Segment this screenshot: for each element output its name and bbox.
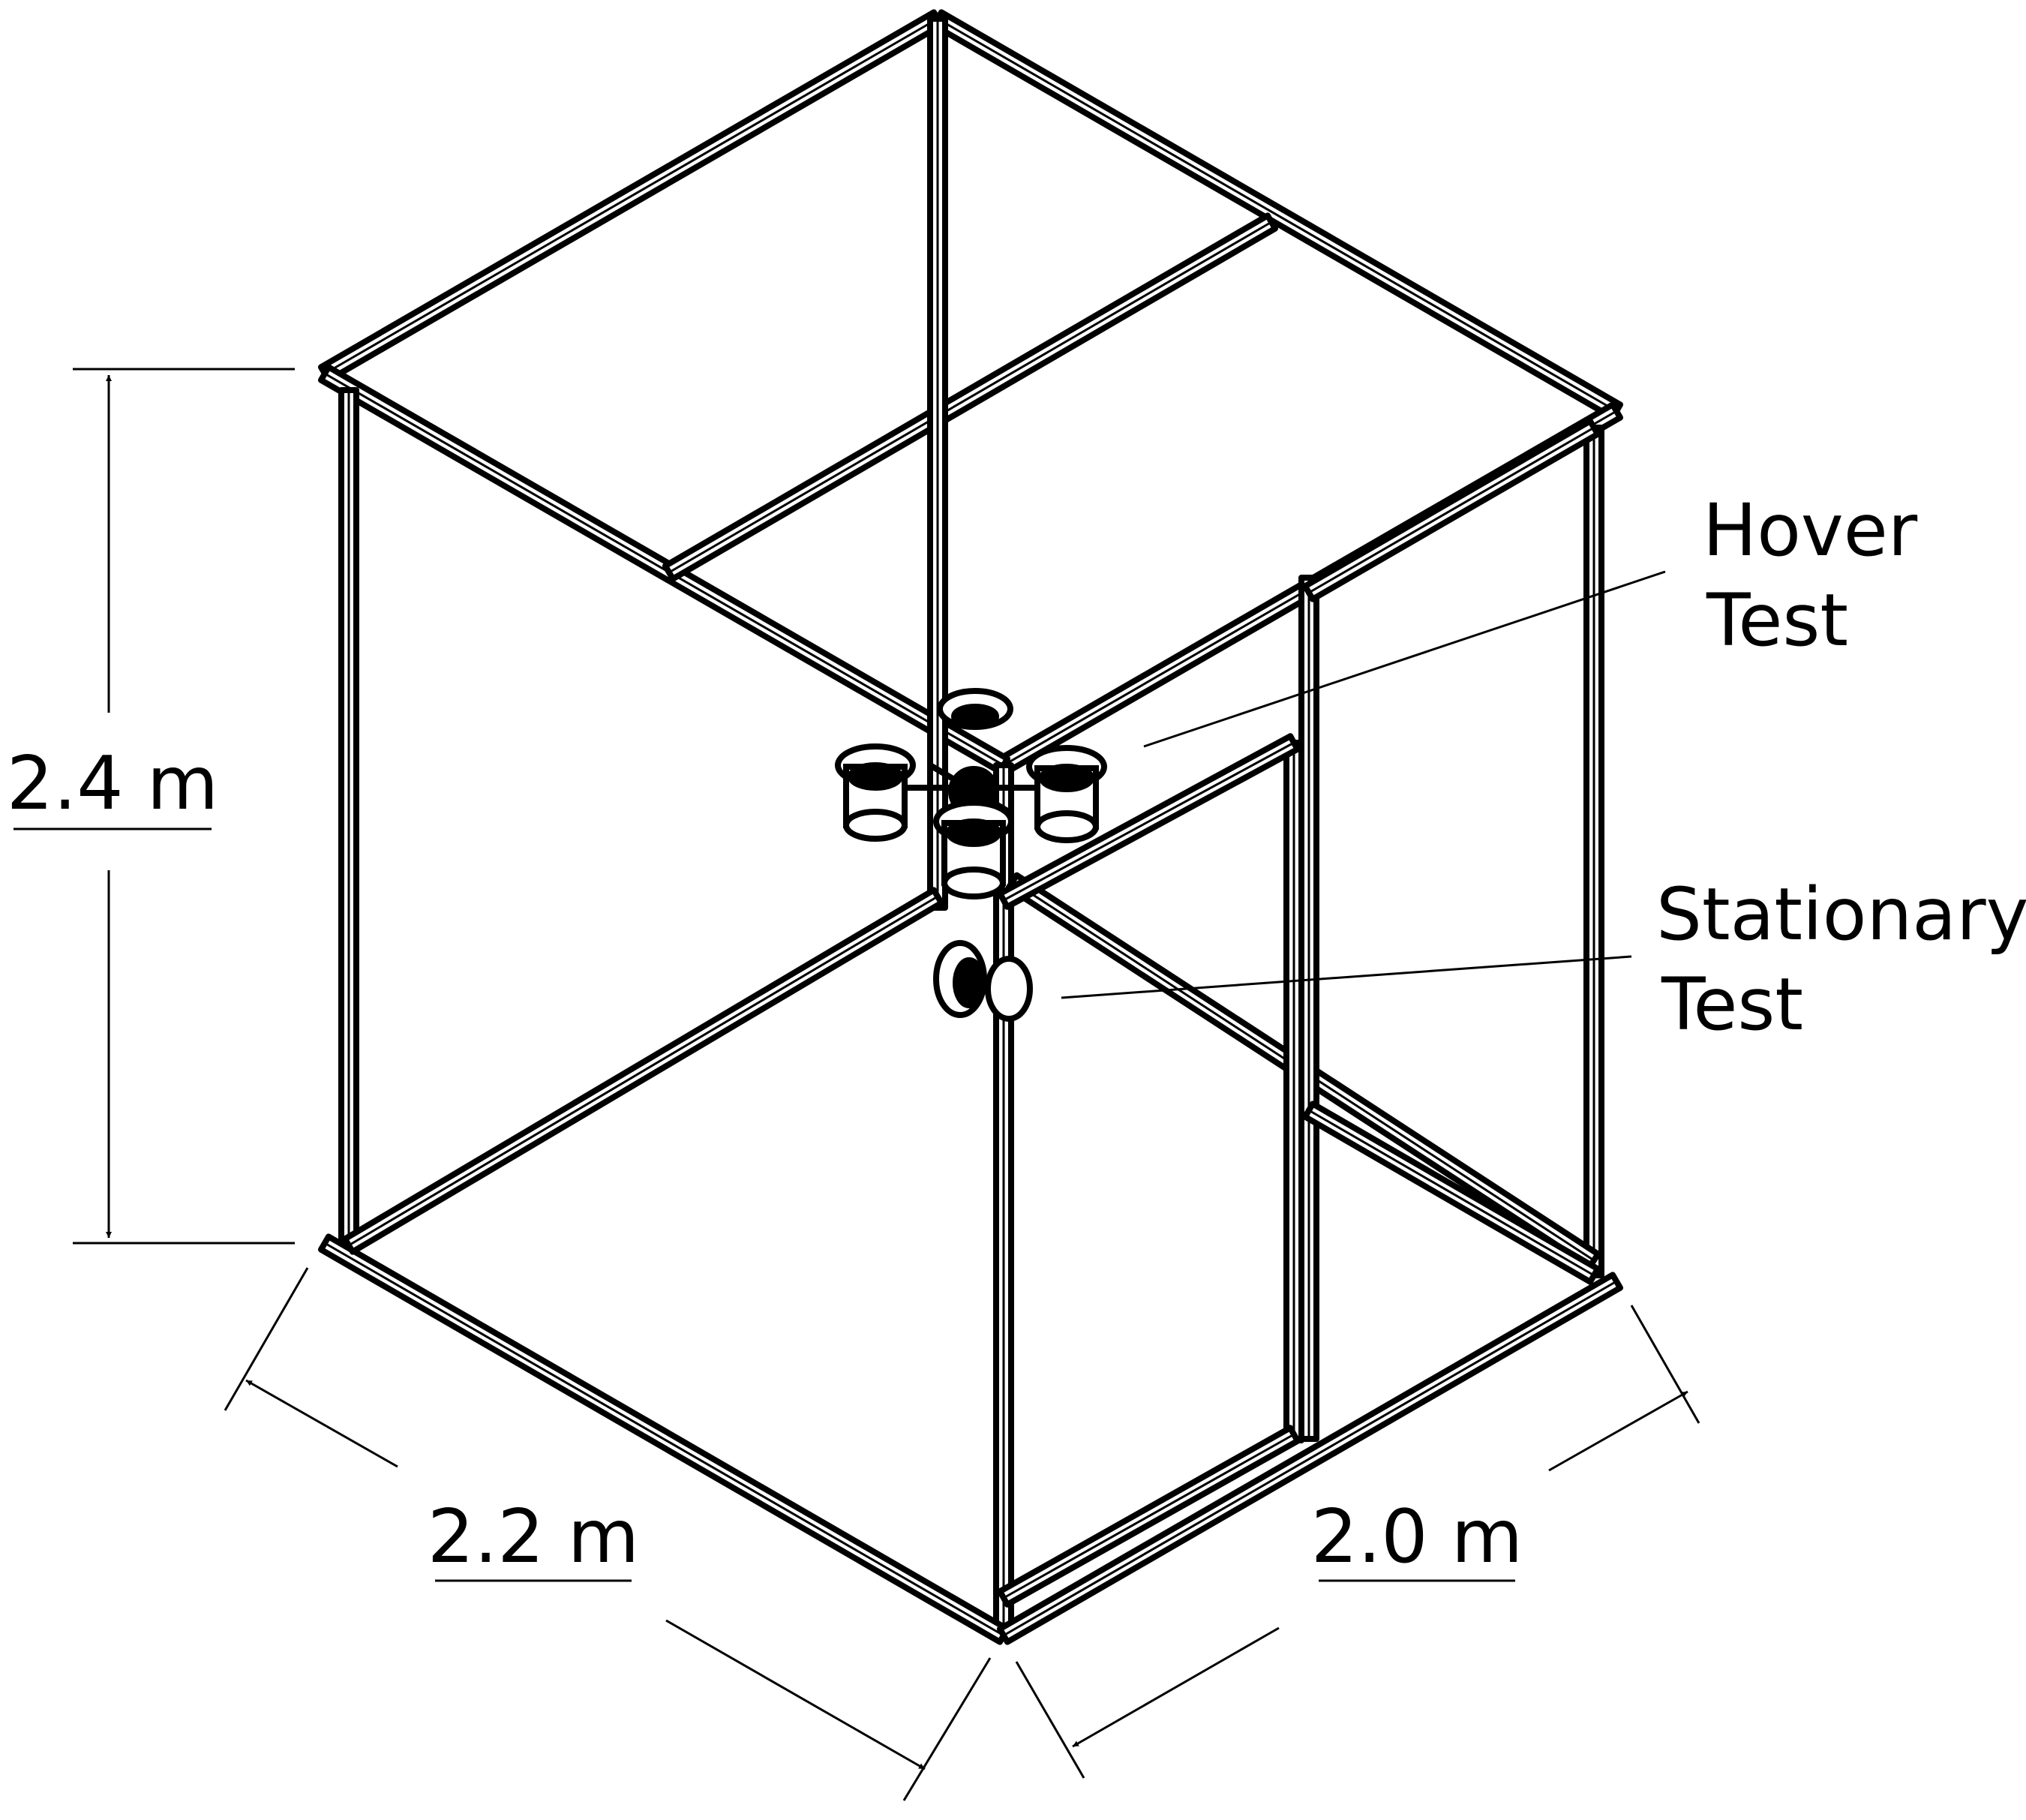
quadcopter-drone	[835, 688, 1107, 899]
beam-lower-right	[1301, 1101, 1601, 1285]
beam-top-back-left	[317, 9, 945, 383]
door-beam-bottom	[997, 1425, 1301, 1608]
post-back	[927, 16, 948, 911]
depth-dimension-label: 2.0 m	[1311, 1494, 1523, 1580]
hover-test-label: Hover Test	[1703, 488, 1940, 662]
stationary-test-label-line2: Test	[1661, 963, 1803, 1047]
height-dimension-label: 2.4 m	[7, 741, 218, 827]
hover-leader-line	[1143, 570, 1666, 748]
door-beam-top	[997, 733, 1301, 910]
width-dimension-label: 2.2 m	[428, 1494, 639, 1580]
dimension-lines	[14, 368, 1700, 1801]
beam-bottom-back-left	[341, 887, 945, 1255]
stationary-leader-line	[1061, 955, 1632, 999]
beam-mid-right	[1301, 418, 1601, 602]
beam-bottom-front-right	[996, 1272, 1624, 1645]
post-right	[1583, 425, 1604, 1278]
hover-test-label-line2: Test	[1706, 578, 1848, 662]
beam-top-cross	[662, 212, 1279, 582]
beam-bottom-front-left	[317, 1233, 1011, 1645]
stationary-test-label: Stationary Test	[1656, 872, 2026, 1047]
post-left	[338, 387, 359, 1248]
stationary-test-label-line1: Stationary	[1656, 872, 2026, 957]
stationary-rotor	[933, 940, 1033, 1022]
hover-test-label-line1: Hover	[1703, 488, 1918, 572]
frame	[317, 9, 1624, 1645]
door-post-left	[1283, 740, 1304, 1443]
